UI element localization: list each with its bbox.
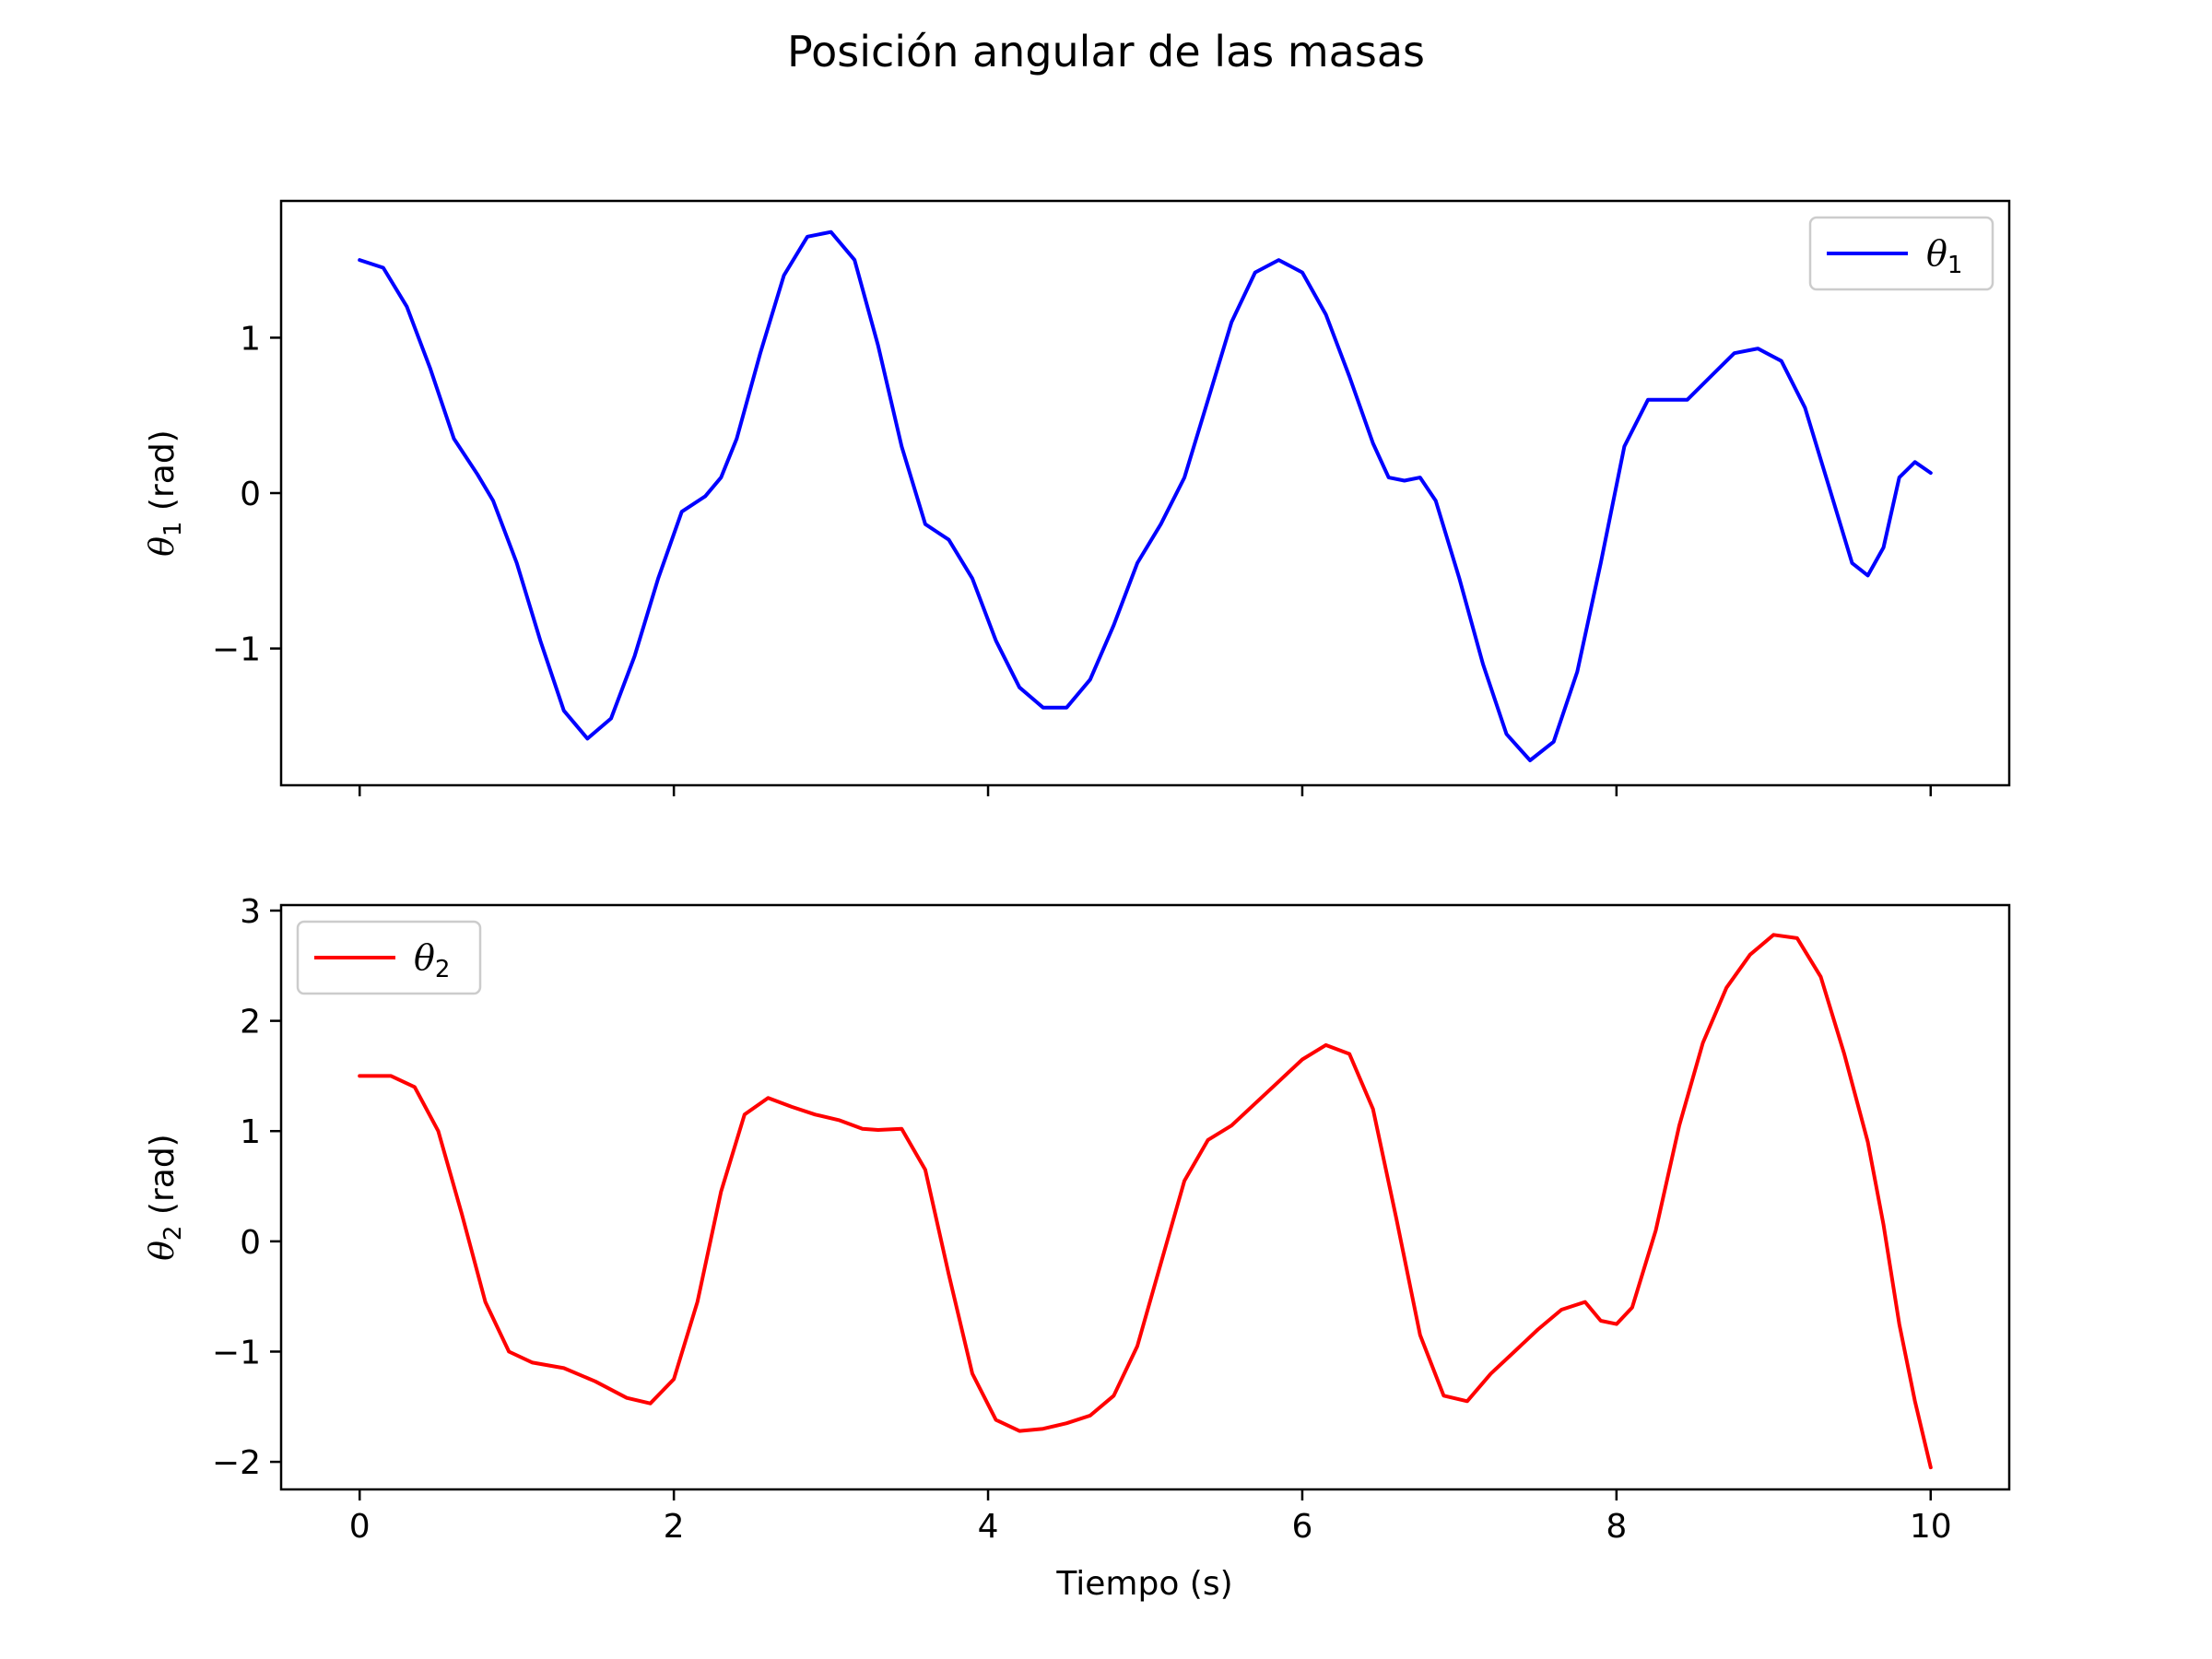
y-tick-label: 3 [240, 893, 261, 931]
subplot-2: 0 2 4 6 8 10 −2 −1 0 1 2 3 θ2 (rad) θ2 [144, 893, 2011, 1546]
y-tick-label: 1 [240, 1113, 261, 1151]
y-axis-label: θ2 (rad) [144, 1134, 187, 1260]
y-tick-label: −1 [212, 1334, 261, 1371]
x-axis-label: Tiempo (s) [1055, 1565, 1232, 1603]
y-tick-label: −1 [212, 631, 261, 669]
x-tick-label: 2 [664, 1508, 685, 1546]
legend: θ2 [296, 920, 482, 995]
axes-frame [279, 903, 2011, 1491]
x-tick-label: 10 [1910, 1508, 1952, 1546]
y-axis-label: θ1 (rad) [144, 429, 187, 556]
plots-group: −1 0 1 θ1 (rad) θ1 0 2 4 6 8 10 −2 −1 0 1 2 3 θ2 (rad) θ2 [144, 199, 2011, 1546]
y-tick-label: 0 [240, 476, 261, 513]
legend-label: θ1 [1926, 233, 1962, 279]
x-tick-label: 8 [1606, 1508, 1627, 1546]
series-line-theta2 [358, 933, 1933, 1470]
x-tick-label: 0 [349, 1508, 371, 1546]
legend-label: θ2 [414, 937, 450, 983]
x-tick-label: 4 [978, 1508, 999, 1546]
y-tick-label: −2 [212, 1444, 261, 1482]
legend: θ1 [1808, 216, 1994, 291]
y-tick-label: 2 [240, 1004, 261, 1041]
x-tick-label: 6 [1292, 1508, 1313, 1546]
subplot-1: −1 0 1 θ1 (rad) θ1 [144, 199, 2011, 796]
y-tick-label: 0 [240, 1224, 261, 1262]
chart-title: Posición angular de las masas [787, 27, 1425, 76]
y-tick-label: 1 [240, 320, 261, 358]
axes-frame [279, 199, 2011, 787]
series-line-theta1 [358, 229, 1933, 762]
